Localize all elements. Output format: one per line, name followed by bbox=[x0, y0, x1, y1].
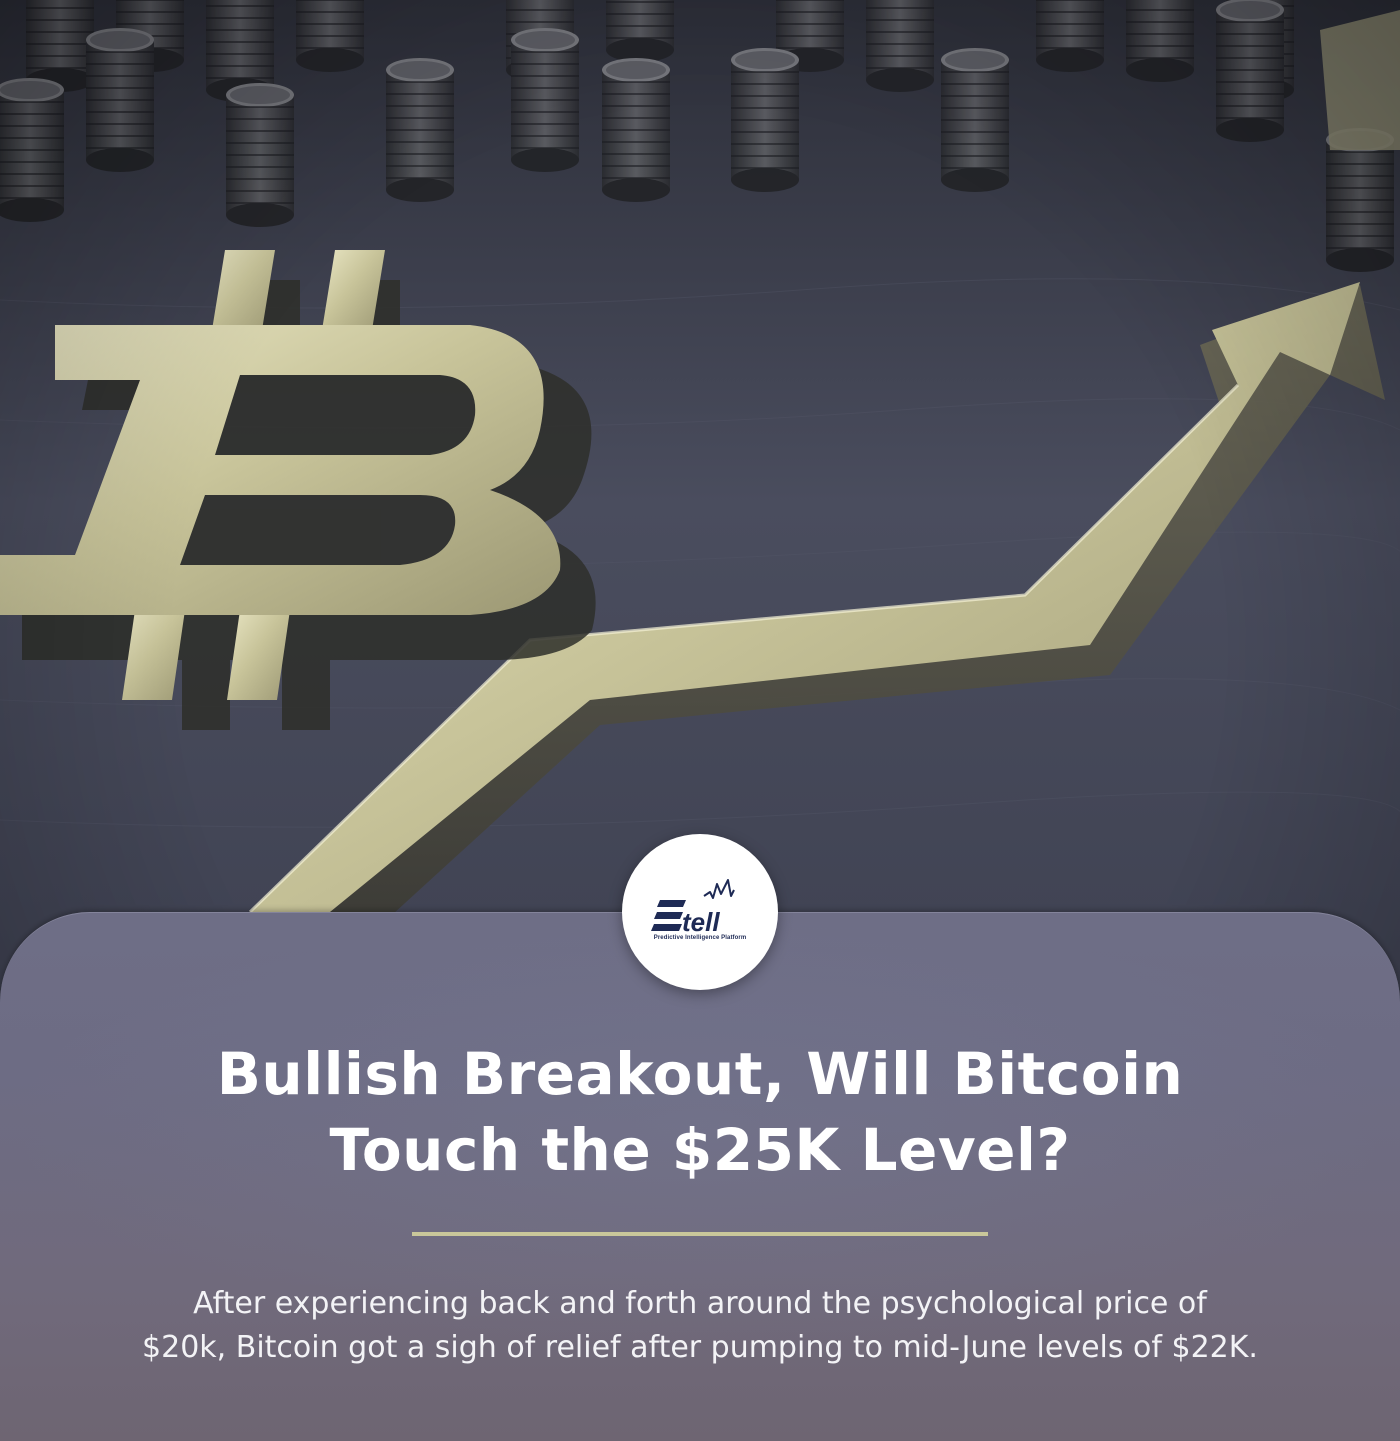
etell-logo-icon: tell bbox=[651, 879, 735, 937]
logo-wordmark: tell bbox=[682, 907, 720, 937]
summary-line-1: After experiencing back and forth around… bbox=[193, 1286, 1207, 1321]
article-summary: After experiencing back and forth around… bbox=[60, 1282, 1340, 1370]
logo-tagline: Predictive Intelligence Platform bbox=[653, 935, 747, 941]
etell-logo-badge: tell Predictive Intelligence Platform bbox=[622, 834, 778, 990]
accent-divider bbox=[412, 1232, 988, 1236]
summary-line-2: $20k, Bitcoin got a sigh of relief after… bbox=[142, 1330, 1258, 1365]
headline-line-2: Touch the $25K Level? bbox=[329, 1116, 1071, 1184]
headline-line-1: Bullish Breakout, Will Bitcoin bbox=[216, 1040, 1184, 1108]
text-card bbox=[0, 912, 1400, 1441]
article-headline: Bullish Breakout, Will Bitcoin Touch the… bbox=[100, 1036, 1300, 1188]
